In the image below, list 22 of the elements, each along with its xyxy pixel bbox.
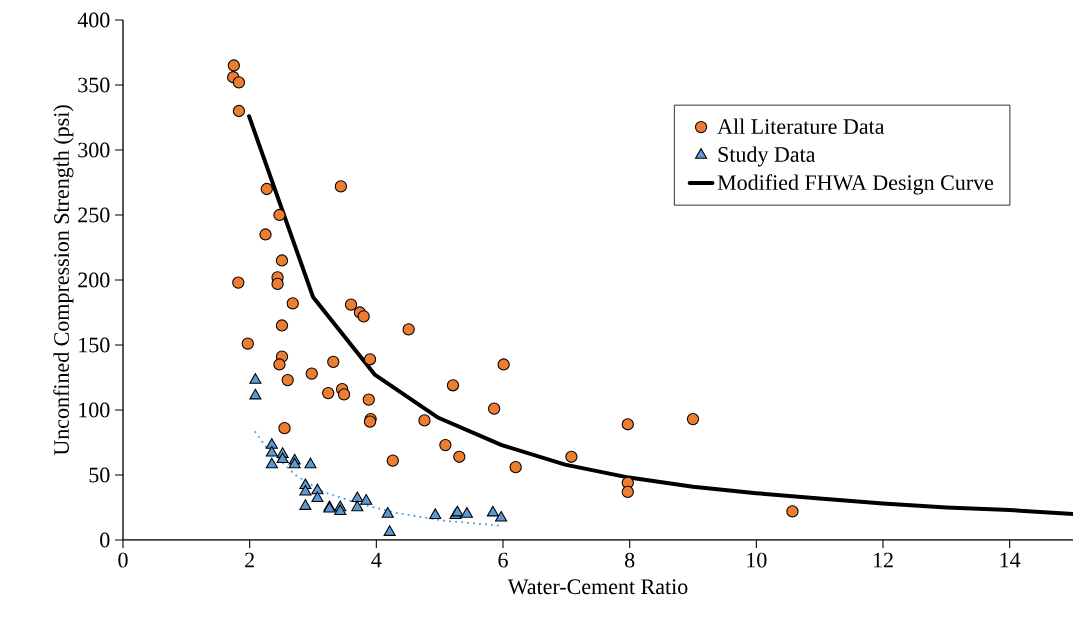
x-tick-label: 4	[371, 552, 382, 568]
legend-label: Study Data	[718, 146, 816, 167]
y-tick-label: 400	[77, 12, 110, 28]
x-tick-label: 6	[498, 552, 508, 568]
x-tick-label: 10	[747, 552, 767, 568]
x-axis-title: Water-Cement Ratio	[507, 579, 688, 595]
x-tick-label: 12	[873, 552, 893, 568]
x-tick-label: 8	[625, 552, 635, 568]
y-tick-label: 150	[79, 337, 110, 353]
y-tick-label: 350	[78, 77, 110, 93]
x-tick-label: 14	[1000, 552, 1021, 568]
y-tick-label: 100	[79, 402, 110, 418]
x-tick-label: 0	[118, 552, 128, 568]
y-tick-label: 250	[78, 207, 110, 223]
legend-label: Modified FHWA Design Curve	[717, 174, 994, 195]
y-axis-title: Unconfined Compression Strength (psi)	[53, 105, 74, 456]
y-tick-label: 200	[78, 272, 110, 288]
x-tick-label: 2	[245, 552, 254, 568]
legend-label: All Literature Data	[717, 118, 885, 134]
y-tick-label: 50	[89, 467, 110, 483]
y-tick-label: 300	[78, 142, 110, 158]
y-tick-label: 0	[100, 532, 110, 548]
